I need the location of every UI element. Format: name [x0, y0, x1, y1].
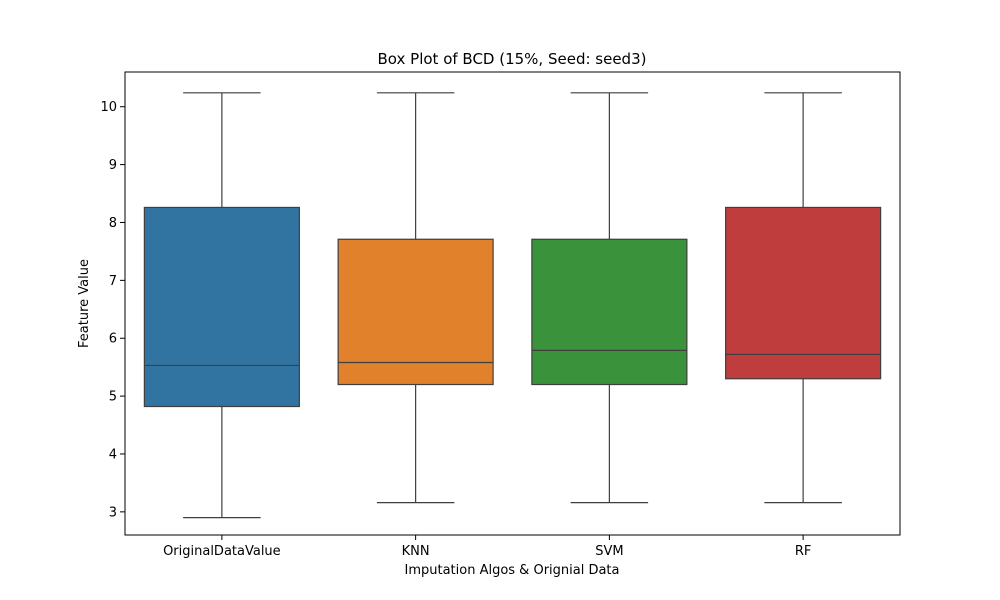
plot-frame	[124, 71, 901, 536]
box-rf	[725, 92, 882, 504]
x-tick-label: KNN	[402, 544, 430, 559]
y-tick-label: 5	[109, 390, 117, 405]
x-axis-label: Imputation Algos & Orignial Data	[404, 563, 619, 578]
iqr-box	[143, 206, 300, 408]
iqr-box	[531, 238, 688, 386]
x-tick-label: OriginalDataValue	[163, 544, 281, 559]
y-axis: 3 4 5 6 7 8 9 10	[100, 100, 125, 520]
y-tick-label: 6	[109, 332, 117, 347]
iqr-box	[337, 238, 494, 386]
x-tick-label: SVM	[595, 544, 623, 559]
box-originaldatavalue	[143, 92, 300, 519]
y-axis-label: Feature Value	[77, 259, 92, 348]
x-tick-label: RF	[795, 544, 812, 559]
box-knn	[337, 92, 494, 504]
chart-title: Box Plot of BCD (15%, Seed: seed3)	[378, 50, 647, 68]
y-tick-label: 3	[109, 505, 117, 520]
y-tick-label: 10	[100, 100, 117, 115]
y-tick-label: 9	[109, 158, 117, 173]
y-tick-label: 8	[109, 216, 117, 231]
y-tick-label: 4	[109, 447, 117, 462]
plot-area	[143, 92, 882, 519]
x-axis: OriginalDataValue KNN SVM RF	[163, 535, 811, 559]
iqr-box	[725, 206, 882, 380]
y-tick-label: 7	[109, 274, 117, 289]
box-svm	[531, 92, 688, 504]
